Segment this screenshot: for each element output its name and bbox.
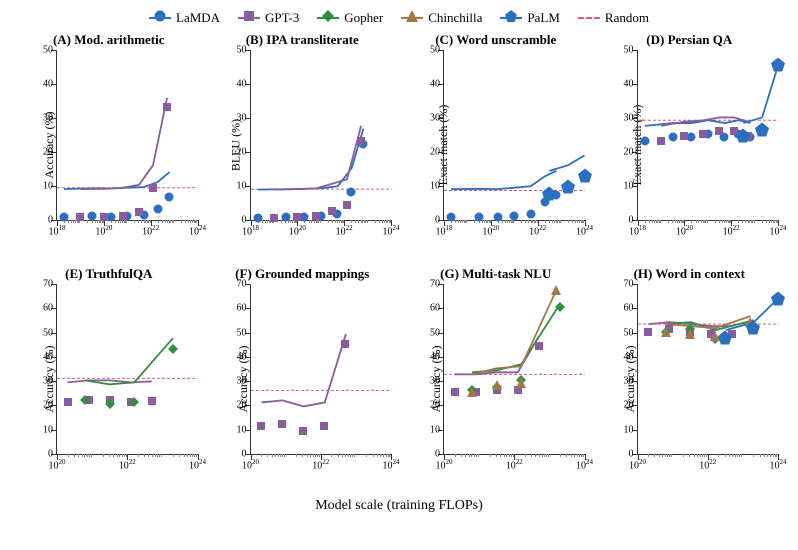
data-point (162, 99, 172, 117)
data-point (99, 209, 109, 227)
data-point (148, 180, 158, 198)
legend-item-lamda: LaMDA (149, 10, 220, 26)
data-point (356, 133, 366, 151)
data-point (474, 209, 484, 227)
panel-G: (G) Multi-task NLUAccuracy (%)0102030405… (401, 266, 591, 492)
panel-C: (C) Word unscrambleExact match (%)010203… (401, 32, 591, 258)
data-point (327, 203, 337, 221)
data-point (342, 197, 352, 215)
data-point (311, 208, 321, 226)
data-point (679, 128, 689, 146)
data-point (164, 189, 174, 207)
panel-B: (B) IPA transliterateBLEU (%)01020304050… (208, 32, 398, 258)
legend-item-random: Random (578, 10, 649, 26)
legend: LaMDA GPT-3 Gopher Chinchilla PaLM Random (0, 0, 798, 32)
legend-item-gopher: Gopher (317, 10, 383, 26)
data-point (578, 168, 592, 187)
panel-H: (H) Word in contextAccuracy (%)010203040… (595, 266, 785, 492)
legend-item-chinchilla: Chinchilla (401, 10, 482, 26)
data-point (698, 126, 708, 144)
data-point (542, 187, 556, 206)
data-point (256, 418, 266, 436)
data-point (281, 209, 291, 227)
panel-E: (E) TruthfulQAAccuracy (%)01020304050607… (14, 266, 204, 492)
data-point (492, 377, 502, 395)
legend-label-lamda: LaMDA (176, 10, 220, 26)
data-point (446, 209, 456, 227)
legend-label-gpt3: GPT-3 (265, 10, 299, 26)
data-point (269, 210, 279, 228)
data-point (661, 324, 671, 342)
data-point (640, 133, 650, 151)
legend-label-random: Random (605, 10, 649, 26)
data-point (509, 208, 519, 226)
data-point (298, 423, 308, 441)
data-point (147, 393, 157, 411)
data-point (80, 392, 90, 410)
data-point (118, 208, 128, 226)
data-point (668, 129, 678, 147)
data-point (516, 375, 526, 393)
data-point (277, 416, 287, 434)
data-point (555, 299, 565, 317)
plot-area: 010203040501018102010221024 (56, 50, 198, 221)
data-point (134, 204, 144, 222)
panel-A: (A) Mod. arithmeticAccuracy (%)010203040… (14, 32, 204, 258)
data-point (493, 209, 503, 227)
data-point (643, 324, 653, 342)
legend-item-palm: PaLM (500, 10, 560, 26)
data-point (718, 330, 732, 349)
plot-area: 010203040506070102010221024 (250, 284, 392, 455)
plot-area: 010203040506070102010221024 (637, 284, 779, 455)
data-point (534, 338, 544, 356)
data-point (467, 384, 477, 402)
figure-root: LaMDA GPT-3 Gopher Chinchilla PaLM Random (A)… (0, 0, 798, 550)
data-point (292, 209, 302, 227)
data-point (771, 58, 785, 77)
data-point (714, 123, 724, 141)
x-axis-label: Model scale (training FLOPs) (0, 498, 798, 514)
legend-label-chinchilla: Chinchilla (428, 10, 482, 26)
data-point (153, 201, 163, 219)
legend-label-gopher: Gopher (344, 10, 383, 26)
data-point (736, 129, 750, 148)
data-point (75, 209, 85, 227)
panel-D: (D) Persian QAExact match (%)01020304050… (595, 32, 785, 258)
data-point (105, 396, 115, 414)
data-point (561, 180, 575, 199)
panel-grid: (A) Mod. arithmeticAccuracy (%)010203040… (0, 32, 798, 492)
data-point (656, 133, 666, 151)
data-point (340, 336, 350, 354)
plot-area: 010203040501018102010221024 (637, 50, 779, 221)
data-point (319, 418, 329, 436)
y-axis-label: BLEU (%) (228, 119, 243, 171)
data-point (755, 122, 769, 141)
plot-area: 010203040501018102010221024 (443, 50, 585, 221)
legend-label-palm: PaLM (527, 10, 560, 26)
data-point (685, 326, 695, 344)
data-point (168, 341, 178, 359)
data-point (450, 384, 460, 402)
data-point (746, 321, 760, 340)
data-point (87, 208, 97, 226)
plot-area: 010203040506070102010221024 (443, 284, 585, 455)
panel-F: (F) Grounded mappingsAccuracy (%)0102030… (208, 266, 398, 492)
data-point (526, 206, 536, 224)
data-point (551, 282, 561, 300)
data-point (771, 292, 785, 311)
data-point (129, 394, 139, 412)
legend-item-gpt3: GPT-3 (238, 10, 299, 26)
data-point (253, 210, 263, 228)
plot-area: 010203040501018102010221024 (250, 50, 392, 221)
data-point (59, 209, 69, 227)
data-point (63, 394, 73, 412)
plot-area: 010203040506070102010221024 (56, 284, 198, 455)
